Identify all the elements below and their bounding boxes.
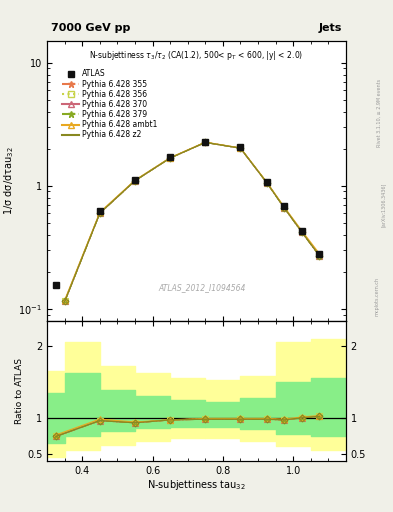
Pythia 6.428 ambt1 — [203, 139, 208, 145]
Legend: ATLAS, Pythia 6.428 355, Pythia 6.428 356, Pythia 6.428 370, Pythia 6.428 379, P: ATLAS, Pythia 6.428 355, Pythia 6.428 35… — [60, 67, 160, 142]
Pythia 6.428 355 — [133, 178, 138, 184]
ATLAS — [299, 228, 304, 234]
Pythia 6.428 356 — [97, 210, 102, 216]
Pythia 6.428 370 — [317, 253, 322, 259]
Pythia 6.428 379 — [317, 253, 322, 259]
Pythia 6.428 355 — [168, 155, 173, 161]
Pythia 6.428 z2 — [203, 139, 208, 145]
Text: N-subjettiness $\tau_3/\tau_2$ (CA(1.2), 500< p$_T$ < 600, |y| < 2.0): N-subjettiness $\tau_3/\tau_2$ (CA(1.2),… — [89, 49, 304, 62]
Pythia 6.428 z2 — [62, 298, 67, 305]
Y-axis label: 1/σ dσ/dτau$_{32}$: 1/σ dσ/dτau$_{32}$ — [2, 146, 16, 215]
Pythia 6.428 355 — [62, 298, 67, 305]
Pythia 6.428 z2 — [238, 145, 243, 151]
ATLAS — [264, 179, 269, 185]
Line: Pythia 6.428 379: Pythia 6.428 379 — [61, 139, 323, 305]
Pythia 6.428 z2 — [97, 210, 102, 216]
Pythia 6.428 356 — [168, 155, 173, 161]
ATLAS — [238, 144, 243, 151]
Text: Jets: Jets — [319, 23, 342, 33]
Line: Pythia 6.428 355: Pythia 6.428 355 — [61, 139, 323, 305]
Pythia 6.428 370 — [168, 155, 173, 161]
Y-axis label: Ratio to ATLAS: Ratio to ATLAS — [15, 358, 24, 424]
Pythia 6.428 355 — [299, 229, 304, 235]
Pythia 6.428 356 — [264, 180, 269, 186]
Pythia 6.428 379 — [203, 139, 208, 145]
Pythia 6.428 ambt1 — [168, 155, 173, 161]
Text: [arXiv:1306.3436]: [arXiv:1306.3436] — [381, 183, 386, 227]
Pythia 6.428 379 — [264, 180, 269, 186]
Pythia 6.428 ambt1 — [282, 204, 287, 210]
Text: mcplots.cern.ch: mcplots.cern.ch — [375, 278, 380, 316]
Text: Rivet 3.1.10, ≥ 2.9M events: Rivet 3.1.10, ≥ 2.9M events — [377, 78, 382, 147]
Pythia 6.428 z2 — [282, 205, 287, 211]
Pythia 6.428 ambt1 — [62, 297, 67, 303]
Pythia 6.428 370 — [203, 139, 208, 145]
ATLAS — [168, 154, 173, 160]
Text: 7000 GeV pp: 7000 GeV pp — [51, 23, 130, 33]
Pythia 6.428 z2 — [264, 180, 269, 186]
ATLAS — [97, 208, 102, 215]
Pythia 6.428 379 — [282, 205, 287, 211]
Pythia 6.428 ambt1 — [317, 251, 322, 257]
Pythia 6.428 370 — [299, 229, 304, 235]
Pythia 6.428 356 — [62, 298, 67, 305]
Pythia 6.428 356 — [203, 139, 208, 145]
Line: ATLAS: ATLAS — [53, 139, 323, 289]
Pythia 6.428 ambt1 — [238, 145, 243, 151]
Pythia 6.428 356 — [133, 178, 138, 184]
ATLAS — [203, 139, 208, 145]
ATLAS — [133, 177, 138, 183]
Pythia 6.428 370 — [282, 205, 287, 211]
Pythia 6.428 370 — [238, 145, 243, 151]
Pythia 6.428 z2 — [168, 155, 173, 161]
ATLAS — [282, 203, 287, 209]
ATLAS — [317, 251, 322, 257]
Pythia 6.428 356 — [299, 229, 304, 235]
Pythia 6.428 355 — [317, 253, 322, 259]
Pythia 6.428 z2 — [317, 253, 322, 259]
Pythia 6.428 355 — [97, 210, 102, 216]
Pythia 6.428 355 — [238, 145, 243, 151]
Pythia 6.428 356 — [282, 205, 287, 211]
Line: Pythia 6.428 356: Pythia 6.428 356 — [62, 140, 322, 304]
Pythia 6.428 370 — [133, 178, 138, 184]
Line: Pythia 6.428 z2: Pythia 6.428 z2 — [62, 140, 322, 304]
Pythia 6.428 ambt1 — [133, 177, 138, 183]
Pythia 6.428 370 — [264, 180, 269, 186]
Pythia 6.428 ambt1 — [97, 209, 102, 215]
Pythia 6.428 ambt1 — [299, 228, 304, 234]
Pythia 6.428 ambt1 — [264, 179, 269, 185]
Line: Pythia 6.428 ambt1: Pythia 6.428 ambt1 — [62, 139, 322, 303]
Pythia 6.428 379 — [133, 178, 138, 184]
Pythia 6.428 z2 — [299, 229, 304, 235]
ATLAS — [53, 283, 58, 289]
Pythia 6.428 370 — [62, 298, 67, 305]
Pythia 6.428 379 — [62, 298, 67, 305]
Pythia 6.428 356 — [317, 253, 322, 259]
Pythia 6.428 379 — [168, 155, 173, 161]
Pythia 6.428 355 — [282, 205, 287, 211]
Pythia 6.428 355 — [203, 139, 208, 145]
Text: ATLAS_2012_I1094564: ATLAS_2012_I1094564 — [159, 283, 246, 292]
Pythia 6.428 356 — [238, 145, 243, 151]
Line: Pythia 6.428 370: Pythia 6.428 370 — [62, 140, 322, 304]
Pythia 6.428 355 — [264, 180, 269, 186]
X-axis label: N-subjettiness tau$_{32}$: N-subjettiness tau$_{32}$ — [147, 478, 246, 493]
Pythia 6.428 370 — [97, 210, 102, 216]
Pythia 6.428 379 — [238, 145, 243, 151]
Pythia 6.428 379 — [299, 229, 304, 235]
Pythia 6.428 z2 — [133, 178, 138, 184]
Pythia 6.428 379 — [97, 210, 102, 216]
